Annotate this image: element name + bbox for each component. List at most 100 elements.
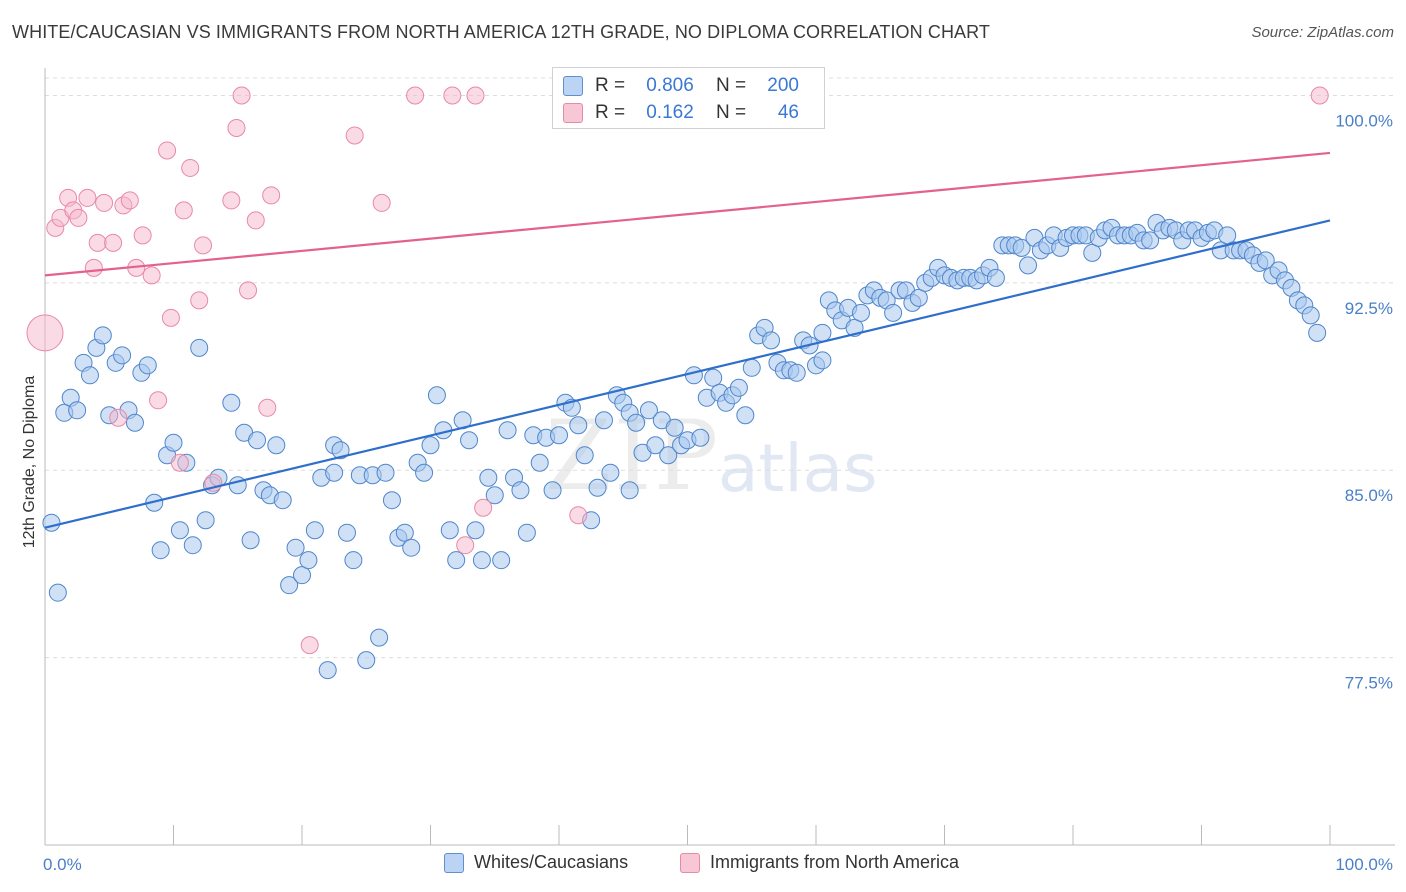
n-value: 46 — [777, 102, 799, 123]
point-whites — [511, 481, 530, 500]
point-immigrants — [174, 201, 193, 220]
point-immigrants — [194, 236, 213, 255]
point-whites — [530, 453, 549, 472]
point-whites — [1301, 306, 1320, 325]
point-whites — [492, 551, 511, 570]
point-whites — [884, 303, 903, 322]
r-label: R = — [595, 75, 626, 96]
x-tick-label: 0.0% — [43, 855, 82, 874]
point-whites — [813, 323, 832, 342]
x-tick-label: 100.0% — [1335, 855, 1393, 874]
point-immigrants — [474, 498, 493, 517]
trend-line-whites — [44, 219, 1331, 529]
point-whites — [639, 401, 658, 420]
point-whites — [620, 481, 639, 500]
legend-item-immigrants: Immigrants from North America — [680, 852, 959, 873]
point-immigrants — [88, 233, 107, 252]
point-immigrants — [300, 636, 319, 655]
legend-item-whites: Whites/Caucasians — [444, 852, 628, 873]
point-immigrants — [120, 191, 139, 210]
point-immigrants — [1310, 86, 1329, 105]
point-whites — [466, 521, 485, 540]
point-whites — [851, 303, 870, 322]
n-value: 200 — [767, 75, 799, 96]
legend-swatch-blue — [444, 852, 464, 873]
point-whites — [472, 551, 491, 570]
point-whites — [550, 426, 568, 445]
point-immigrants — [149, 391, 168, 410]
point-whites — [447, 551, 466, 570]
point-whites — [222, 393, 241, 412]
y-tick-label: 100.0% — [1335, 111, 1393, 130]
axis-labels: 77.5% 85.0% 92.5% 100.0% 0.0% 100.0% 12th Grad… — [21, 111, 1393, 874]
point-immigrants — [84, 258, 103, 277]
legend-swatch-pink — [680, 852, 700, 873]
point-whites — [280, 576, 299, 595]
point-whites — [138, 356, 157, 375]
point-immigrants — [246, 211, 265, 230]
point-immigrants — [26, 314, 64, 352]
point-whites — [68, 401, 87, 420]
gridlines — [45, 77, 1395, 659]
r-value: 0.162 — [646, 102, 694, 123]
point-whites — [1012, 238, 1031, 257]
point-immigrants — [181, 158, 200, 177]
point-whites — [395, 523, 414, 542]
point-whites — [627, 413, 646, 432]
point-whites — [248, 431, 267, 450]
point-whites — [729, 378, 748, 397]
point-whites — [569, 416, 588, 435]
point-immigrants — [69, 208, 88, 227]
correlation-legend: R = 0.806 N = 200 R = 0.162 N = 46 — [552, 67, 825, 129]
point-whites — [318, 661, 337, 680]
point-whites — [742, 358, 761, 377]
point-whites — [485, 486, 504, 505]
point-whites — [370, 628, 389, 647]
point-immigrants — [443, 86, 462, 105]
point-whites — [331, 441, 350, 460]
point-whites — [325, 463, 344, 482]
point-whites — [704, 368, 723, 387]
point-immigrants — [258, 398, 277, 417]
point-whites — [241, 531, 260, 550]
point-whites — [1218, 226, 1237, 245]
point-whites — [543, 481, 562, 500]
point-whites — [684, 366, 703, 385]
series-immigrants-points — [26, 86, 1329, 655]
point-whites — [813, 351, 832, 370]
point-immigrants — [466, 86, 485, 105]
point-whites — [659, 446, 678, 465]
trend-line-immigrants — [44, 151, 1331, 277]
point-whites — [1141, 231, 1160, 250]
legend-swatch-blue — [563, 76, 583, 96]
point-immigrants — [232, 86, 251, 105]
point-whites — [646, 436, 665, 455]
point-whites — [170, 521, 189, 540]
point-whites — [691, 428, 710, 447]
n-label: N = — [715, 75, 747, 96]
point-whites — [151, 541, 170, 560]
point-immigrants — [406, 86, 425, 105]
point-whites — [986, 268, 1005, 287]
point-whites — [736, 406, 755, 425]
chart-title: WHITE/CAUCASIAN VS IMMIGRANTS FROM NORTH… — [12, 22, 991, 42]
legend-row-immigrants: R = 0.162 N = 46 — [563, 100, 799, 126]
point-whites — [273, 491, 292, 510]
point-whites — [183, 536, 202, 555]
point-whites — [196, 511, 215, 530]
point-immigrants — [158, 141, 177, 160]
point-immigrants — [569, 506, 588, 525]
point-immigrants — [142, 266, 161, 285]
point-immigrants — [456, 536, 475, 555]
point-immigrants — [239, 281, 258, 300]
point-whites — [125, 413, 144, 432]
legend-row-whites: R = 0.806 N = 200 — [563, 73, 799, 99]
point-immigrants — [372, 193, 391, 212]
source-note: Source: ZipAtlas.com — [1251, 24, 1394, 41]
point-immigrants — [133, 226, 152, 245]
point-whites — [113, 346, 132, 365]
point-whites — [588, 478, 607, 497]
point-whites — [479, 468, 498, 487]
point-whites — [376, 463, 395, 482]
point-whites — [909, 288, 928, 307]
